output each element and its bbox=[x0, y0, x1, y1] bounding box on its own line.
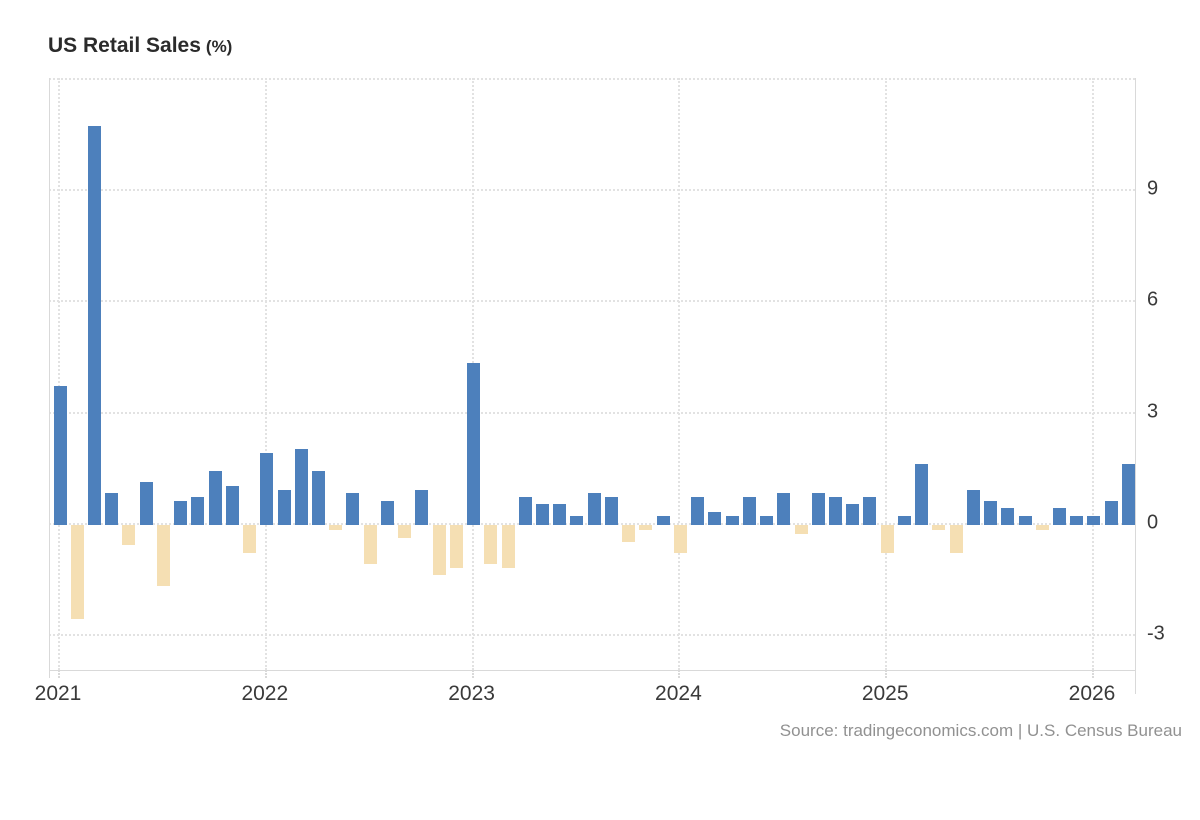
x-axis-label-2022: 2022 bbox=[241, 682, 289, 705]
chart-bar-2023-01[interactable] bbox=[467, 363, 481, 525]
chart-bar-2021-02[interactable] bbox=[70, 525, 84, 620]
chart-bar-2023-11[interactable] bbox=[639, 525, 653, 531]
chart-bar-2021-07[interactable] bbox=[156, 525, 170, 587]
x-axis-tick bbox=[264, 670, 267, 678]
chart-bar-2026-03[interactable] bbox=[1121, 463, 1135, 525]
axis-bottom bbox=[49, 670, 1136, 671]
chart-bar-2022-10[interactable] bbox=[415, 489, 429, 525]
chart-bar-2021-06[interactable] bbox=[139, 482, 153, 525]
chart-bar-2025-10[interactable] bbox=[1035, 525, 1049, 531]
chart-bar-2025-04[interactable] bbox=[932, 525, 946, 531]
chart-bar-2021-09[interactable] bbox=[191, 497, 205, 525]
chart-bar-2023-03[interactable] bbox=[501, 525, 515, 568]
chart-bar-2024-02[interactable] bbox=[691, 497, 705, 525]
gridline-vertical bbox=[885, 78, 888, 670]
chart-bar-2026-02[interactable] bbox=[1104, 500, 1118, 525]
chart-title: US Retail Sales (%) bbox=[48, 34, 232, 58]
y-axis-label: -3 bbox=[1147, 622, 1165, 645]
chart-bar-2022-06[interactable] bbox=[346, 493, 360, 525]
chart-bar-2023-12[interactable] bbox=[656, 515, 670, 525]
chart-bar-2024-10[interactable] bbox=[828, 497, 842, 525]
gridline-horizontal bbox=[49, 300, 1135, 303]
chart-bar-2022-09[interactable] bbox=[398, 525, 412, 538]
chart-bar-2023-09[interactable] bbox=[604, 497, 618, 525]
chart-bar-2025-09[interactable] bbox=[1018, 515, 1032, 525]
chart-bar-2023-04[interactable] bbox=[518, 497, 532, 525]
axis-left bbox=[49, 78, 50, 678]
chart-bar-2024-12[interactable] bbox=[863, 497, 877, 525]
y-axis-label: 9 bbox=[1147, 177, 1159, 200]
x-axis-label-2021: 2021 bbox=[34, 682, 82, 705]
chart-bar-2021-11[interactable] bbox=[225, 485, 239, 525]
chart-bar-2021-03[interactable] bbox=[87, 126, 101, 525]
x-axis-label-2024: 2024 bbox=[655, 682, 702, 705]
gridline-horizontal bbox=[49, 189, 1135, 192]
gridline-horizontal bbox=[49, 634, 1135, 637]
chart-bar-2022-08[interactable] bbox=[380, 500, 394, 525]
x-axis-tick bbox=[58, 670, 60, 678]
chart-bar-2025-03[interactable] bbox=[915, 463, 929, 525]
chart-bar-2023-02[interactable] bbox=[484, 525, 498, 564]
gridline-horizontal bbox=[49, 411, 1135, 414]
chart-bar-2022-01[interactable] bbox=[260, 452, 274, 525]
chart-bar-2022-07[interactable] bbox=[363, 525, 377, 564]
chart-bar-2023-06[interactable] bbox=[553, 504, 567, 525]
chart-bar-2024-03[interactable] bbox=[708, 511, 722, 525]
chart-bar-2021-12[interactable] bbox=[243, 525, 257, 553]
gridline-vertical bbox=[678, 78, 681, 670]
axis-right bbox=[1135, 78, 1136, 694]
chart-bar-2023-08[interactable] bbox=[587, 493, 601, 525]
y-axis-label: 3 bbox=[1147, 400, 1159, 423]
chart-bar-2024-05[interactable] bbox=[742, 497, 756, 525]
chart-bar-2025-06[interactable] bbox=[966, 489, 980, 525]
chart-bar-2025-02[interactable] bbox=[897, 515, 911, 525]
chart-bar-2022-04[interactable] bbox=[311, 471, 325, 525]
y-axis-label: 6 bbox=[1147, 288, 1159, 311]
chart-bar-2024-08[interactable] bbox=[794, 525, 808, 535]
x-axis-tick bbox=[678, 670, 681, 678]
chart-bar-2024-11[interactable] bbox=[846, 504, 860, 525]
x-axis-label-2023: 2023 bbox=[448, 682, 495, 705]
gridline-horizontal bbox=[49, 78, 1135, 80]
y-axis-label: 0 bbox=[1147, 511, 1159, 534]
chart-bar-2025-05[interactable] bbox=[949, 525, 963, 553]
x-axis-tick bbox=[1092, 670, 1094, 678]
chart-bar-2022-12[interactable] bbox=[449, 525, 463, 568]
chart-bar-2022-02[interactable] bbox=[277, 489, 291, 525]
chart-bar-2022-05[interactable] bbox=[329, 525, 343, 531]
chart-bar-2021-08[interactable] bbox=[174, 500, 188, 525]
x-axis-label-2025: 2025 bbox=[861, 682, 909, 705]
chart-bar-2021-05[interactable] bbox=[122, 525, 136, 546]
chart-bar-2024-06[interactable] bbox=[760, 515, 774, 525]
chart-bar-2025-12[interactable] bbox=[1070, 515, 1084, 525]
chart-bar-2023-07[interactable] bbox=[570, 515, 584, 525]
chart-bar-2024-01[interactable] bbox=[673, 525, 687, 553]
chart-bar-2025-11[interactable] bbox=[1053, 508, 1067, 525]
chart-bar-2026-01[interactable] bbox=[1087, 515, 1101, 525]
chart-bar-2024-04[interactable] bbox=[725, 515, 739, 525]
chart-bar-2021-04[interactable] bbox=[105, 493, 119, 525]
chart-bar-2025-01[interactable] bbox=[880, 525, 894, 553]
chart-bar-2023-10[interactable] bbox=[622, 525, 636, 542]
chart-bar-2022-11[interactable] bbox=[432, 525, 446, 575]
x-axis-tick bbox=[471, 670, 474, 678]
source-attribution: Source: tradingeconomics.com | U.S. Cens… bbox=[779, 721, 1182, 740]
chart-bar-2025-08[interactable] bbox=[1001, 508, 1015, 525]
chart-bar-2025-07[interactable] bbox=[984, 500, 998, 525]
gridline-vertical bbox=[1092, 78, 1094, 670]
chart-bar-2022-03[interactable] bbox=[294, 448, 308, 525]
chart-bar-2024-09[interactable] bbox=[811, 493, 825, 525]
plot-area bbox=[49, 78, 1135, 678]
chart-bar-2023-05[interactable] bbox=[536, 504, 550, 525]
gridline-vertical bbox=[58, 78, 60, 670]
gridline-vertical bbox=[264, 78, 267, 670]
chart-bar-2024-07[interactable] bbox=[777, 493, 791, 525]
chart-title-unit: (%) bbox=[205, 37, 233, 56]
x-axis-label-2026: 2026 bbox=[1068, 682, 1116, 705]
chart-bar-2021-10[interactable] bbox=[208, 471, 222, 525]
chart-title-text: US Retail Sales bbox=[48, 34, 201, 57]
chart-bar-2021-01[interactable] bbox=[53, 385, 67, 525]
x-axis-tick bbox=[885, 670, 888, 678]
